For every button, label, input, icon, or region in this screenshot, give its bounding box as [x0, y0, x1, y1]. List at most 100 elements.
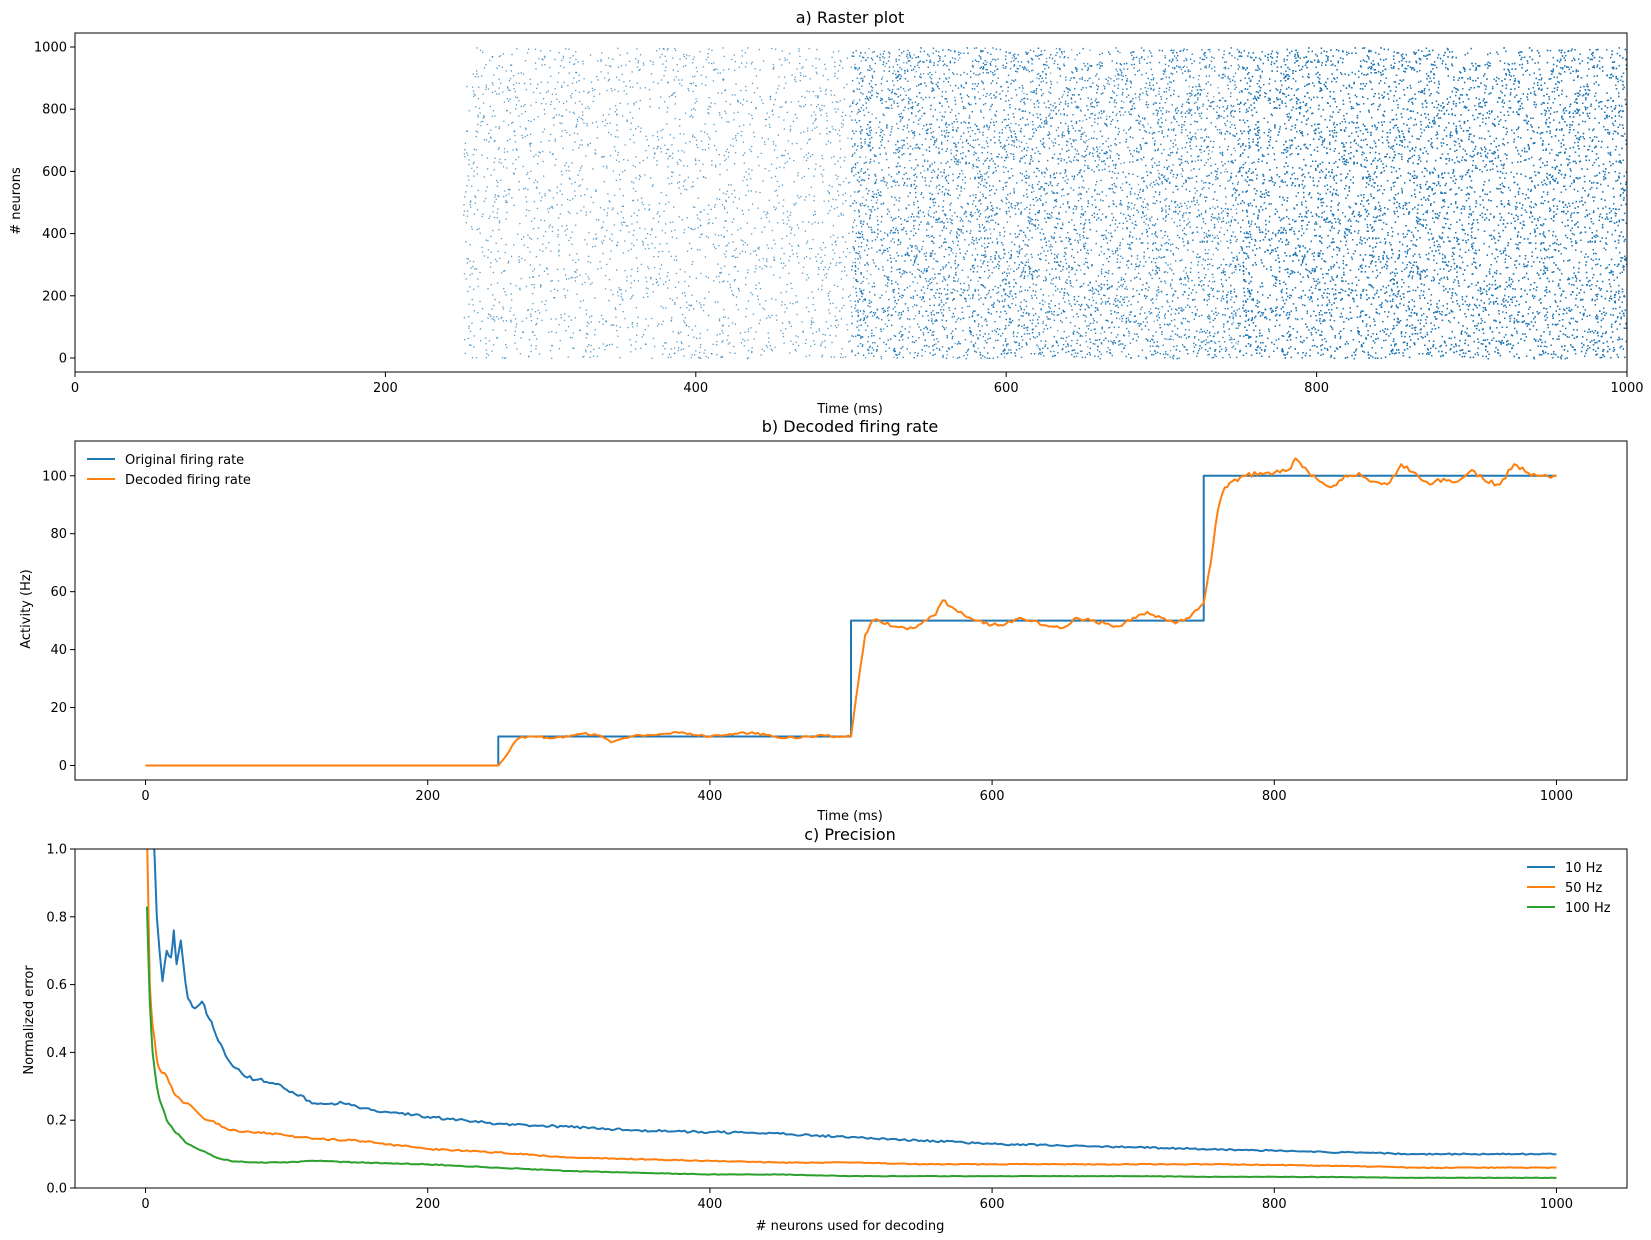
spike-point [566, 198, 569, 201]
spike-point [710, 62, 713, 65]
spike-point [741, 55, 743, 57]
spike-point [677, 331, 679, 334]
spike-point [608, 200, 610, 202]
spike-point [1018, 246, 1021, 248]
spike-point [805, 306, 808, 308]
spike-point [464, 352, 467, 355]
spike-point [506, 98, 509, 100]
spike-point [667, 149, 670, 151]
spike-point [733, 54, 736, 56]
spike-point [721, 204, 724, 206]
spike-point [1169, 349, 1172, 352]
spike-point [777, 134, 780, 136]
spike-point [700, 357, 702, 359]
spike-point [1212, 276, 1214, 278]
spike-point [816, 73, 818, 75]
spike-point [562, 57, 564, 59]
spike-point [654, 152, 656, 154]
spike-point [1079, 269, 1082, 271]
spike-point [821, 260, 824, 262]
spike-point [734, 265, 737, 268]
spike-point [743, 345, 745, 347]
spike-point [718, 153, 720, 156]
spike-point [735, 296, 738, 298]
spike-point [766, 258, 768, 260]
spike-point [700, 304, 702, 306]
spike-point [834, 61, 836, 63]
spike-point [615, 108, 618, 111]
spike-point [506, 151, 509, 153]
spike-point [827, 295, 830, 297]
spike-point [476, 166, 478, 169]
spike-point [805, 355, 807, 358]
spike-point [585, 337, 587, 339]
spike-point [659, 277, 661, 280]
spike-point [789, 125, 792, 127]
spike-point [747, 272, 749, 274]
spike-point [465, 241, 467, 243]
spike-point [684, 322, 686, 324]
spike-point [503, 101, 506, 103]
spike-point [670, 320, 672, 322]
spike-point [572, 111, 574, 113]
spike-point [1057, 330, 1059, 332]
spike-point [774, 243, 776, 245]
spike-point [718, 198, 721, 201]
spike-point [912, 306, 914, 308]
spike-point [577, 174, 579, 176]
spike-point [835, 319, 837, 322]
spike-point [485, 357, 488, 359]
spike-point [485, 190, 487, 192]
spike-point [594, 297, 596, 299]
spike-point [679, 133, 681, 135]
spike-point [832, 258, 834, 260]
spike-point [600, 227, 603, 229]
spike-point [533, 155, 535, 158]
spike-point [678, 333, 680, 335]
spike-point [692, 76, 694, 78]
spike-point [983, 126, 985, 129]
spike-point [624, 269, 626, 272]
spike-point [690, 247, 693, 250]
spike-point [509, 98, 511, 100]
spike-point [645, 135, 647, 137]
spike-point [531, 283, 533, 286]
spike-point [1063, 195, 1065, 197]
spike-point [845, 177, 847, 179]
spike-point [631, 181, 633, 183]
spike-point [490, 174, 492, 176]
spike-point [468, 179, 470, 181]
spike-point [671, 157, 674, 159]
spike-point [824, 266, 826, 268]
spike-point [848, 341, 850, 343]
spike-point [1045, 57, 1048, 60]
spike-point [705, 355, 707, 358]
spike-point [772, 113, 774, 116]
spike-point [584, 239, 586, 241]
spike-point [614, 105, 617, 107]
spike-point [705, 59, 708, 61]
spike-point [706, 133, 708, 135]
spike-point [561, 59, 563, 62]
spike-point [768, 220, 770, 223]
spike-point [668, 279, 671, 281]
spike-point [597, 79, 599, 81]
spike-point [1233, 321, 1235, 324]
spike-point [784, 59, 786, 62]
spike-point [650, 73, 653, 75]
spike-point [714, 204, 716, 206]
spike-point [487, 240, 489, 242]
spike-point [472, 265, 474, 268]
spike-point [796, 301, 799, 303]
spike-point [469, 204, 471, 206]
spike-point [534, 334, 536, 336]
spike-point [631, 323, 633, 325]
spike-point [984, 253, 987, 255]
spike-point [743, 176, 746, 178]
spike-point [726, 121, 728, 123]
spike-point [837, 237, 839, 239]
spike-point [526, 52, 529, 54]
spike-point [582, 114, 584, 116]
spike-point [828, 292, 830, 294]
spike-point [503, 288, 505, 290]
